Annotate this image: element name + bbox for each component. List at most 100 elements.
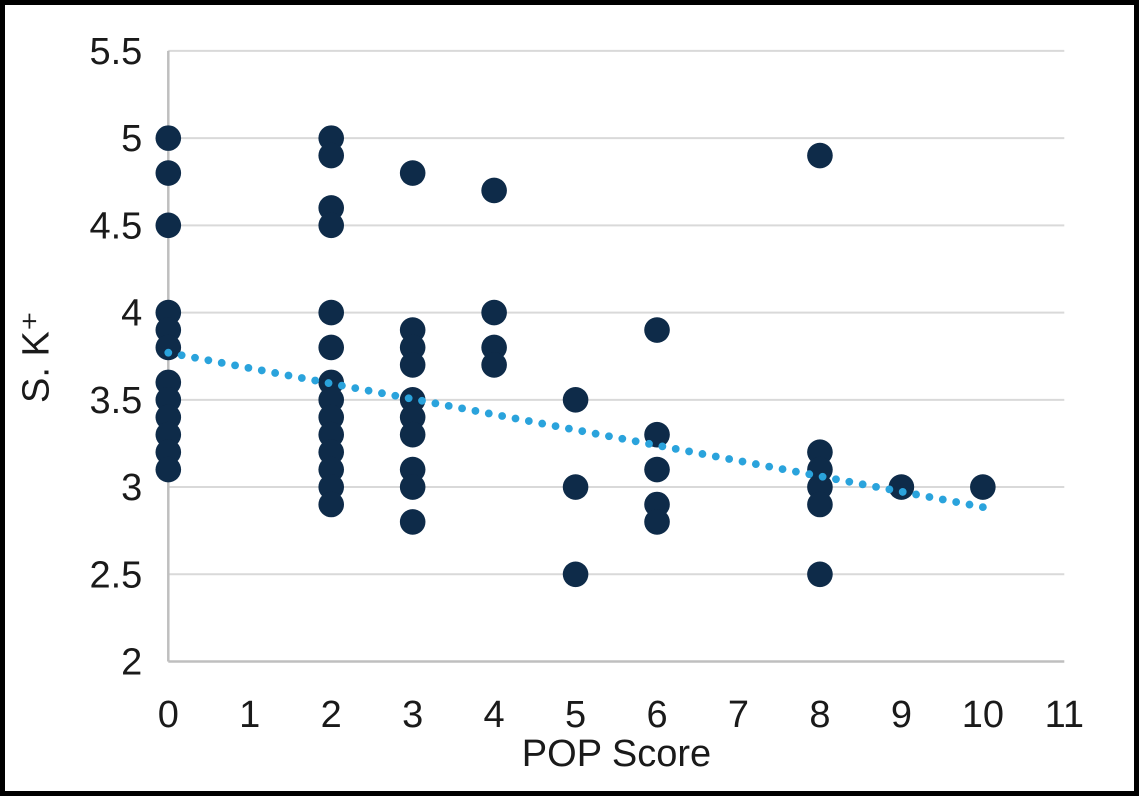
trendline-dot (658, 442, 667, 451)
data-point (562, 387, 589, 413)
trendline-dot (271, 369, 280, 377)
trendline-dot (191, 353, 199, 362)
trendline-dot (578, 427, 587, 436)
trendline-dot (778, 465, 787, 474)
trendline-dot (912, 490, 920, 499)
trendline-dot (257, 366, 266, 375)
trendline-dot (738, 457, 747, 466)
trendline-dot (698, 450, 707, 458)
trendline-dot (391, 391, 400, 400)
data-point (318, 299, 345, 326)
y-tick-label: 2 (121, 642, 142, 684)
trendline-dot (618, 434, 627, 443)
trendline-dot (938, 495, 947, 504)
trendline-dot (204, 356, 213, 365)
x-tick-label: 11 (1045, 694, 1084, 736)
trendline-dot (404, 394, 413, 403)
data-point (399, 474, 426, 500)
trendline-dot (498, 412, 507, 420)
x-tick-label: 10 (962, 694, 1004, 736)
data-point (155, 125, 182, 151)
trendline-dot (605, 432, 613, 441)
data-point (807, 142, 833, 169)
trendline-dot (832, 475, 840, 484)
trendline-dot (337, 381, 346, 390)
y-axis-title: S. K⁺ (15, 311, 58, 403)
data-point (644, 317, 670, 343)
trendline-dot (511, 414, 520, 423)
data-point (318, 212, 345, 239)
trendline-dot (551, 422, 560, 431)
y-tick-label: 5.5 (89, 31, 142, 73)
trendline-dot (431, 399, 440, 408)
trendline-dot (418, 396, 426, 405)
data-point (155, 160, 182, 186)
data-point (644, 456, 670, 483)
trendline-dot (671, 444, 680, 453)
data-point (155, 334, 182, 361)
trendline-dot (765, 462, 774, 471)
trendline-dot (845, 477, 854, 486)
trendline-dot (217, 358, 226, 367)
data-point (562, 561, 589, 588)
trendline-dot (244, 363, 253, 372)
y-tick-label: 5 (121, 118, 142, 160)
x-tick-label: 1 (239, 694, 260, 736)
trendline-dot (297, 374, 306, 382)
x-tick-label: 4 (484, 694, 505, 736)
trendline-dot (324, 379, 333, 387)
trendline-dot (458, 404, 466, 413)
x-tick-label: 5 (565, 694, 586, 736)
y-tick-label: 3.5 (89, 380, 142, 422)
data-point (970, 474, 996, 500)
trendline-dot (631, 437, 640, 446)
data-point (318, 142, 345, 169)
trendline-dot (444, 401, 453, 410)
trendline-dot (591, 429, 600, 438)
data-point (399, 160, 426, 186)
trendline-dot (564, 424, 573, 433)
trendline-dot (898, 488, 907, 496)
trendline-dot (538, 419, 547, 428)
data-point (481, 299, 507, 326)
data-point (399, 509, 426, 535)
x-tick-label: 3 (402, 694, 423, 736)
trendline-dot (378, 389, 386, 398)
data-point (481, 352, 507, 378)
x-tick-label: 8 (809, 694, 830, 736)
trendline-dot (725, 455, 734, 463)
data-point (644, 509, 670, 535)
data-point (481, 177, 507, 204)
trendline-dot (311, 376, 320, 385)
data-point (807, 491, 833, 518)
trendline-dot (952, 498, 961, 506)
trendline-dot (885, 485, 894, 494)
trendline-dot (751, 460, 760, 468)
trendline-dot (711, 452, 720, 461)
trendline-dot (164, 348, 173, 357)
x-tick-label: 7 (728, 694, 749, 736)
trendline-dot (524, 417, 533, 425)
x-axis-title: POP Score (521, 733, 712, 775)
y-tick-label: 4.5 (89, 205, 142, 247)
data-point (399, 421, 426, 448)
x-tick-label: 0 (158, 694, 179, 736)
x-tick-label: 2 (321, 694, 342, 736)
data-point (807, 561, 833, 588)
trendline-dot (858, 480, 867, 489)
data-point (888, 474, 915, 500)
trendline-dot (645, 439, 653, 448)
y-tick-label: 3 (121, 467, 142, 509)
trendline-dot (925, 493, 934, 501)
trendline-dot (177, 351, 186, 360)
trendline-dot (978, 503, 987, 512)
data-point (562, 474, 589, 500)
trendline-dot (818, 472, 827, 481)
trendline-dot (965, 500, 974, 509)
trendline-dot (685, 447, 693, 456)
trendline-dot (792, 467, 800, 476)
trendline-dot (805, 470, 814, 479)
data-point (155, 456, 182, 483)
